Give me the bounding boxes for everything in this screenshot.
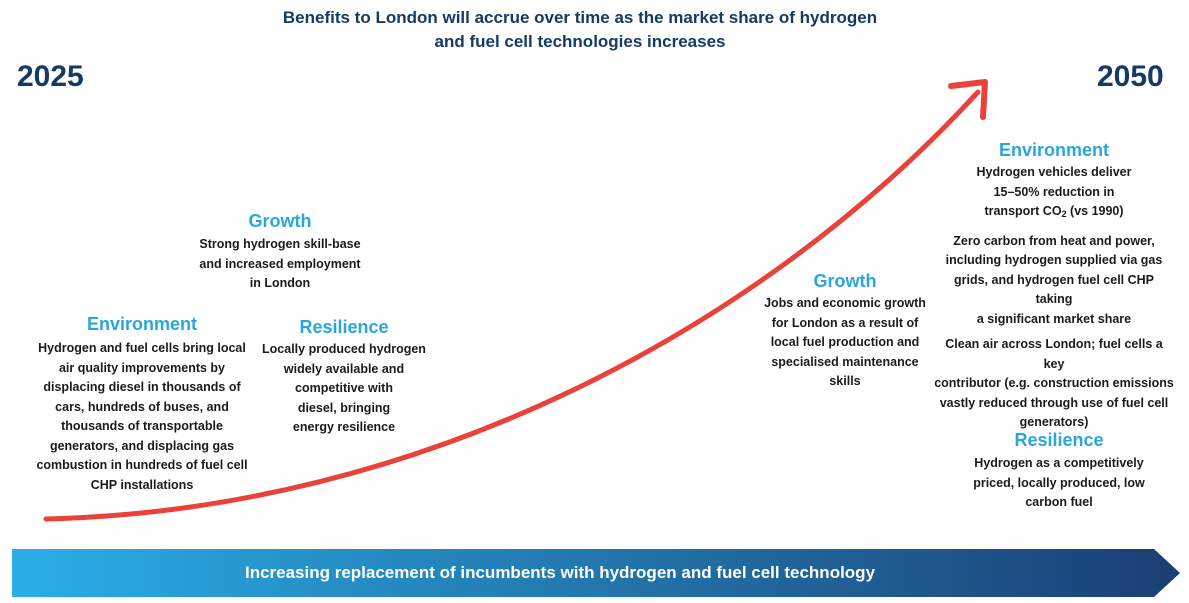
co2-subscript: 2: [1061, 209, 1067, 219]
mid-growth-text: Jobs and economic growth for London as a…: [755, 294, 935, 392]
text-line: Zero carbon from heat and power,: [953, 233, 1155, 248]
text-line: Hydrogen as a competitively: [974, 456, 1144, 470]
text-line: displacing diesel in thousands of: [43, 380, 241, 394]
late-environment-heading: Environment: [998, 140, 1109, 160]
text-line: priced, locally produced, low: [973, 475, 1145, 490]
text-line: air quality improvements by: [58, 360, 226, 375]
early-environment-text: Hydrogen and fuel cells bring local air …: [22, 339, 262, 495]
text-line: grids, and hydrogen fuel cell CHP taking: [953, 272, 1155, 307]
early-resilience-text: Locally produced hydrogen widely availab…: [244, 340, 444, 438]
banner-label: Increasing replacement of incumbents wit…: [244, 563, 876, 582]
co2-suffix: (vs 1990): [1066, 204, 1124, 218]
banner-shape: [12, 549, 1180, 597]
mid-growth-block: Growth Jobs and economic growth for Lond…: [755, 269, 935, 392]
text-line: including hydrogen supplied via gas: [945, 253, 1163, 267]
early-resilience-heading: Resilience: [299, 317, 389, 337]
progress-banner-arrow: [12, 549, 1180, 597]
text-line: Locally produced hydrogen: [262, 342, 426, 356]
co2-line: transport CO2 (vs 1990): [934, 202, 1174, 225]
text-line: energy resilience: [292, 420, 396, 434]
text-line: Hydrogen and fuel cells bring local: [38, 341, 246, 355]
early-environment-block: Environment Hydrogen and fuel cells brin…: [22, 312, 262, 495]
start-year: 2025: [17, 60, 84, 93]
late-environment-para-2: Zero carbon from heat and power, includi…: [934, 232, 1174, 330]
late-environment-block: Environment Hydrogen vehicles deliver 15…: [934, 138, 1174, 433]
late-environment-para-3: Clean air across London; fuel cells a ke…: [934, 335, 1174, 433]
text-line: local fuel production and: [770, 335, 920, 349]
diagram-title: Benefits to London will accrue over time…: [260, 6, 900, 54]
text-line: CHP installations: [90, 477, 194, 492]
late-resilience-heading: Resilience: [1014, 430, 1104, 450]
title-line-1: Benefits to London will accrue over time…: [282, 8, 878, 27]
text-line: skills: [829, 374, 861, 388]
early-growth-block: Growth Strong hydrogen skill-base and in…: [150, 209, 410, 294]
text-line: vastly reduced through use of fuel cell: [939, 395, 1169, 410]
arrowhead-icon: [948, 79, 988, 120]
text-line: carbon fuel: [1025, 495, 1093, 509]
end-year: 2050: [1097, 60, 1164, 93]
text-line: combustion in hundreds of fuel cell: [36, 458, 248, 472]
text-line: cars, hundreds of buses, and: [55, 399, 229, 414]
text-line: competitive with: [295, 381, 393, 395]
co2-prefix: transport CO: [984, 204, 1062, 218]
mid-growth-heading: Growth: [813, 271, 877, 291]
text-line: 15–50% reduction in: [993, 184, 1115, 199]
early-resilience-block: Resilience Locally produced hydrogen wid…: [244, 315, 444, 438]
text-line: Jobs and economic growth: [764, 296, 926, 310]
text-line: widely available and: [283, 361, 405, 376]
text-line: generators, and displacing gas: [49, 438, 235, 453]
text-line: specialised maintenance: [771, 354, 919, 369]
early-growth-heading: Growth: [248, 211, 312, 231]
late-environment-para-1: Hydrogen vehicles deliver 15–50% reducti…: [934, 163, 1174, 225]
text-line: a significant market share: [976, 311, 1132, 326]
early-environment-heading: Environment: [86, 314, 197, 334]
text-line: thousands of transportable: [61, 419, 223, 433]
growth-curve-line: [43, 89, 981, 522]
text-line: contributor (e.g. construction emissions: [934, 376, 1174, 390]
late-resilience-text: Hydrogen as a competitively priced, loca…: [954, 454, 1164, 513]
late-resilience-block: Resilience Hydrogen as a competitively p…: [954, 428, 1164, 513]
text-line: in London: [249, 276, 311, 290]
text-line: diesel, bringing: [297, 400, 391, 415]
text-line: Strong hydrogen skill-base: [199, 237, 361, 251]
text-line: for London as a result of: [771, 315, 919, 330]
text-line: Hydrogen vehicles deliver: [976, 165, 1132, 179]
title-line-2: and fuel cell technologies increases: [434, 32, 726, 51]
text-line: and increased employment: [199, 256, 361, 271]
early-growth-text: Strong hydrogen skill-base and increased…: [150, 235, 410, 294]
text-line: generators): [1019, 415, 1089, 429]
text-line: Clean air across London; fuel cells a ke…: [945, 337, 1163, 371]
